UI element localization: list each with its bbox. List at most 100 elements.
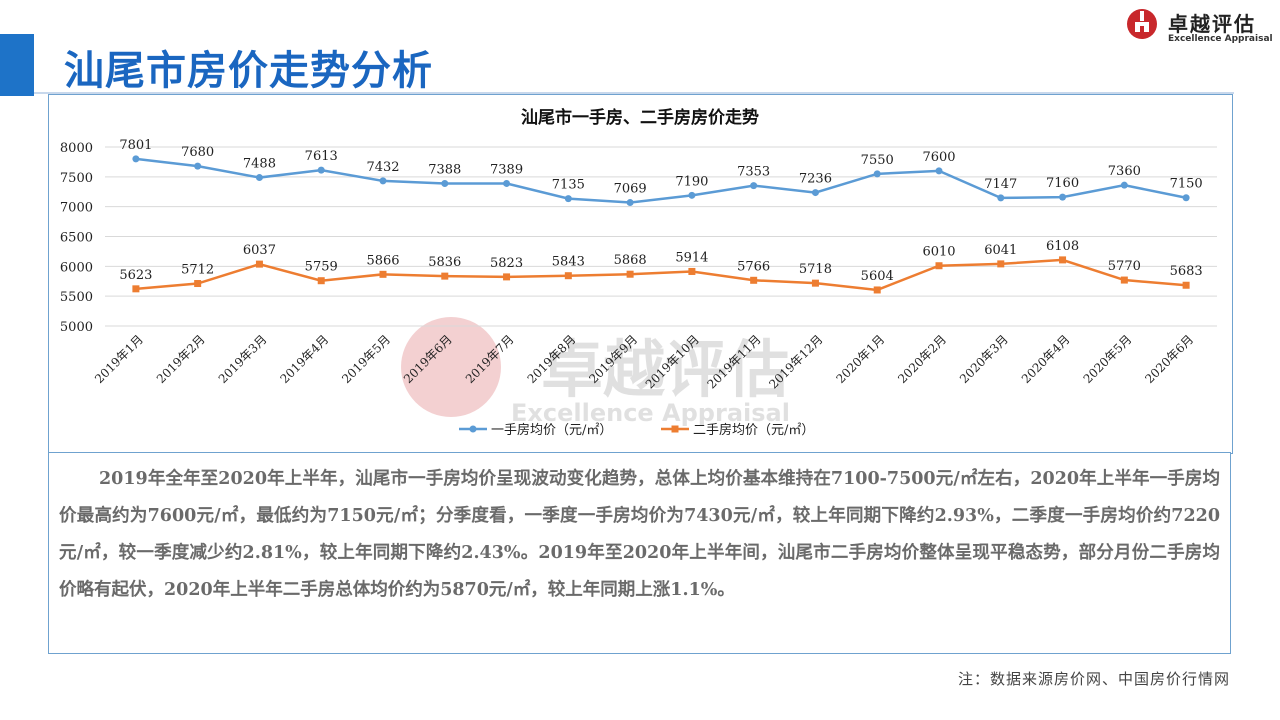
data-point <box>441 180 449 188</box>
legend-label: 一手房均价（元/㎡） <box>491 422 612 438</box>
x-tick-label: 2020年6月 <box>1142 332 1196 386</box>
svg-text:Excellence Appraisal: Excellence Appraisal <box>511 399 790 427</box>
data-point <box>194 280 202 288</box>
page-title: 汕尾市房价走势分析 <box>64 48 433 94</box>
y-tick-label: 6500 <box>60 231 93 246</box>
excellence-appraisal-mark-icon <box>1127 9 1157 39</box>
data-point <box>935 167 943 175</box>
data-point <box>688 267 696 275</box>
data-label: 7389 <box>490 162 523 177</box>
data-label: 6010 <box>922 245 955 260</box>
data-label: 5770 <box>1108 259 1141 274</box>
data-label: 6041 <box>984 243 1017 258</box>
data-point <box>873 286 881 294</box>
legend-marker <box>671 425 679 433</box>
data-label: 5623 <box>119 268 152 283</box>
data-point <box>1059 193 1067 201</box>
data-point <box>1059 256 1067 264</box>
y-tick-label: 5500 <box>60 290 93 305</box>
data-point <box>317 166 325 174</box>
summary-panel: 2019年全年至2020年上半年，汕尾市一手房均价呈现波动变化趋势，总体上均价基… <box>48 452 1231 654</box>
data-point <box>255 174 263 182</box>
data-label: 5914 <box>675 250 708 265</box>
data-label: 7069 <box>614 182 647 197</box>
data-label: 5866 <box>366 253 399 268</box>
title-accent-bar <box>0 34 34 96</box>
legend-marker <box>469 425 477 433</box>
data-point <box>626 270 634 278</box>
data-point <box>132 155 140 163</box>
svg-text:卓越评估: 卓越评估 <box>541 333 789 406</box>
data-label: 7160 <box>1046 176 1079 191</box>
x-tick-label: 2020年4月 <box>1019 332 1073 386</box>
data-label: 5868 <box>614 253 647 268</box>
series-line-resale <box>135 258 1187 292</box>
data-label: 5766 <box>737 259 770 274</box>
data-point <box>811 279 819 287</box>
data-label: 5823 <box>490 256 523 271</box>
data-label: 7353 <box>737 165 770 180</box>
data-point <box>997 194 1005 202</box>
series-line-new-home <box>135 157 1187 204</box>
data-point <box>379 177 387 185</box>
data-point <box>255 260 263 268</box>
summary-text: 2019年全年至2020年上半年，汕尾市一手房均价呈现波动变化趋势，总体上均价基… <box>59 469 1220 600</box>
data-label: 7550 <box>861 153 894 168</box>
data-point <box>564 195 572 203</box>
data-label: 7600 <box>922 150 955 165</box>
data-point <box>750 182 758 190</box>
data-label: 6037 <box>243 243 276 258</box>
x-tick-label: 2020年5月 <box>1081 332 1135 386</box>
data-point <box>997 260 1005 268</box>
data-label: 5683 <box>1170 264 1203 279</box>
data-point <box>1182 194 1190 202</box>
data-label: 7613 <box>305 149 338 164</box>
data-point <box>935 262 943 270</box>
header-divider <box>34 92 1234 94</box>
data-label: 7801 <box>119 138 152 153</box>
data-point <box>564 272 572 280</box>
x-tick-label: 2020年2月 <box>895 332 949 386</box>
data-point <box>379 270 387 278</box>
x-tick-label: 2019年3月 <box>216 332 270 386</box>
data-label: 7680 <box>181 145 214 160</box>
y-tick-label: 7000 <box>60 201 93 216</box>
data-label: 5604 <box>861 269 894 284</box>
logo-english-name: Excellence Appraisal <box>1168 34 1273 44</box>
logo-chinese-name: 卓越评估 <box>1168 12 1256 36</box>
y-tick-label: 6000 <box>60 260 93 275</box>
x-tick-label: 2019年1月 <box>92 332 146 386</box>
x-tick-label: 2019年2月 <box>154 332 208 386</box>
x-tick-label: 2019年5月 <box>339 332 393 386</box>
data-label: 5712 <box>181 263 214 278</box>
data-point <box>811 189 819 197</box>
data-point <box>750 276 758 284</box>
data-point <box>503 273 511 281</box>
data-label: 5759 <box>305 260 338 275</box>
brand-logo: 卓越评估 Excellence Appraisal <box>1126 8 1273 44</box>
x-tick-label: 2020年1月 <box>833 332 887 386</box>
y-tick-label: 7500 <box>60 171 93 186</box>
y-tick-label: 8000 <box>60 141 93 156</box>
source-note: 注：数据来源房价网、中国房价行情网 <box>957 670 1230 688</box>
data-label: 5718 <box>799 262 832 277</box>
data-point <box>194 162 202 170</box>
data-point <box>688 191 696 199</box>
data-point <box>626 199 634 207</box>
data-label: 7135 <box>552 178 585 193</box>
x-tick-label: 2019年4月 <box>277 332 331 386</box>
data-label: 5843 <box>552 255 585 270</box>
data-point <box>873 170 881 178</box>
data-label: 6108 <box>1046 239 1079 254</box>
data-label: 7488 <box>243 157 276 172</box>
data-point <box>1120 181 1128 189</box>
data-point <box>1182 281 1190 289</box>
legend-label: 二手房均价（元/㎡） <box>693 422 814 438</box>
data-label: 7388 <box>428 163 461 178</box>
chart-panel: 卓越评估 Excellence Appraisal 汕尾市一手房、二手房房价走势 50… <box>48 94 1233 454</box>
data-label: 7432 <box>366 160 399 175</box>
data-label: 7360 <box>1108 164 1141 179</box>
data-label: 7147 <box>984 177 1017 192</box>
